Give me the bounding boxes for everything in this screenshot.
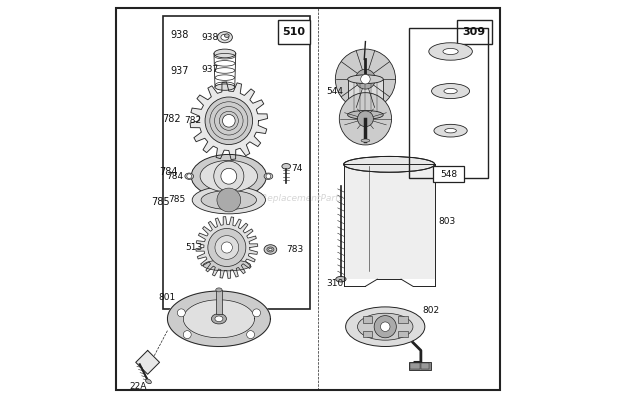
- Text: 309: 309: [463, 27, 486, 37]
- Bar: [433, 166, 464, 182]
- Circle shape: [266, 174, 271, 179]
- Ellipse shape: [216, 288, 222, 292]
- Polygon shape: [136, 350, 159, 374]
- Circle shape: [208, 228, 246, 267]
- Ellipse shape: [192, 186, 265, 214]
- Circle shape: [205, 97, 252, 145]
- Ellipse shape: [336, 276, 346, 282]
- Circle shape: [177, 309, 185, 317]
- Bar: [363, 331, 372, 337]
- Circle shape: [339, 93, 392, 145]
- Ellipse shape: [282, 164, 291, 169]
- Circle shape: [252, 309, 260, 317]
- Circle shape: [214, 161, 244, 191]
- Text: 544: 544: [327, 87, 343, 95]
- Text: 801: 801: [158, 293, 175, 301]
- Circle shape: [215, 236, 239, 259]
- Ellipse shape: [215, 316, 223, 322]
- Text: ©ReplacementParts.com: ©ReplacementParts.com: [253, 194, 367, 202]
- Ellipse shape: [224, 34, 229, 38]
- Text: 548: 548: [440, 170, 457, 179]
- Text: 783: 783: [286, 245, 304, 254]
- Text: 938: 938: [202, 33, 218, 42]
- Ellipse shape: [200, 160, 257, 192]
- Text: 310: 310: [326, 279, 343, 287]
- Ellipse shape: [343, 156, 435, 172]
- Bar: [398, 331, 408, 337]
- Circle shape: [381, 322, 390, 331]
- Ellipse shape: [191, 154, 267, 198]
- Circle shape: [361, 74, 370, 84]
- Bar: [164, 16, 310, 309]
- Text: 510: 510: [282, 27, 305, 37]
- Ellipse shape: [345, 307, 425, 346]
- Circle shape: [184, 331, 191, 339]
- Bar: [343, 164, 435, 279]
- Ellipse shape: [348, 110, 383, 119]
- Bar: [398, 316, 408, 323]
- Text: 785: 785: [151, 197, 169, 207]
- Bar: [409, 362, 431, 370]
- Ellipse shape: [146, 379, 151, 384]
- Text: 937: 937: [170, 66, 189, 76]
- Text: 785: 785: [168, 196, 185, 204]
- Circle shape: [221, 242, 232, 253]
- Bar: [421, 363, 429, 369]
- Bar: [410, 363, 420, 369]
- Ellipse shape: [434, 124, 467, 137]
- Circle shape: [374, 316, 396, 338]
- Bar: [409, 28, 488, 178]
- Ellipse shape: [432, 84, 469, 99]
- Ellipse shape: [267, 247, 274, 252]
- Ellipse shape: [361, 139, 370, 142]
- Bar: [456, 20, 492, 44]
- Bar: [278, 20, 310, 44]
- Ellipse shape: [211, 314, 226, 324]
- Ellipse shape: [358, 313, 413, 340]
- Ellipse shape: [429, 43, 472, 60]
- Ellipse shape: [203, 260, 250, 271]
- Circle shape: [358, 111, 373, 127]
- Circle shape: [187, 174, 192, 179]
- Text: 782: 782: [162, 114, 181, 124]
- Text: 513: 513: [185, 243, 202, 252]
- Ellipse shape: [269, 248, 272, 251]
- Polygon shape: [196, 217, 258, 278]
- Text: 938: 938: [171, 30, 189, 40]
- Polygon shape: [167, 291, 270, 346]
- Polygon shape: [190, 82, 268, 160]
- Circle shape: [217, 188, 241, 212]
- Ellipse shape: [201, 190, 257, 209]
- Text: 22A: 22A: [129, 382, 146, 390]
- Ellipse shape: [445, 128, 456, 133]
- Bar: [216, 290, 222, 314]
- Text: 802: 802: [423, 307, 440, 315]
- Text: 74: 74: [291, 164, 303, 173]
- Bar: [363, 316, 372, 323]
- Ellipse shape: [221, 34, 229, 40]
- Circle shape: [223, 114, 235, 127]
- Ellipse shape: [264, 245, 277, 254]
- Text: 803: 803: [438, 217, 455, 226]
- Circle shape: [247, 331, 255, 339]
- Polygon shape: [184, 300, 255, 338]
- Ellipse shape: [348, 75, 383, 84]
- Text: 937: 937: [202, 65, 218, 74]
- Bar: [348, 79, 383, 115]
- Text: 784: 784: [166, 172, 184, 181]
- Ellipse shape: [214, 49, 236, 58]
- Text: 784: 784: [159, 167, 177, 177]
- Ellipse shape: [443, 48, 458, 55]
- Text: 782: 782: [184, 116, 201, 125]
- Ellipse shape: [444, 88, 457, 94]
- Circle shape: [355, 69, 375, 89]
- Circle shape: [221, 168, 237, 184]
- Ellipse shape: [215, 84, 235, 90]
- Ellipse shape: [264, 173, 273, 179]
- Ellipse shape: [218, 32, 232, 43]
- Ellipse shape: [185, 173, 193, 179]
- Circle shape: [335, 49, 396, 109]
